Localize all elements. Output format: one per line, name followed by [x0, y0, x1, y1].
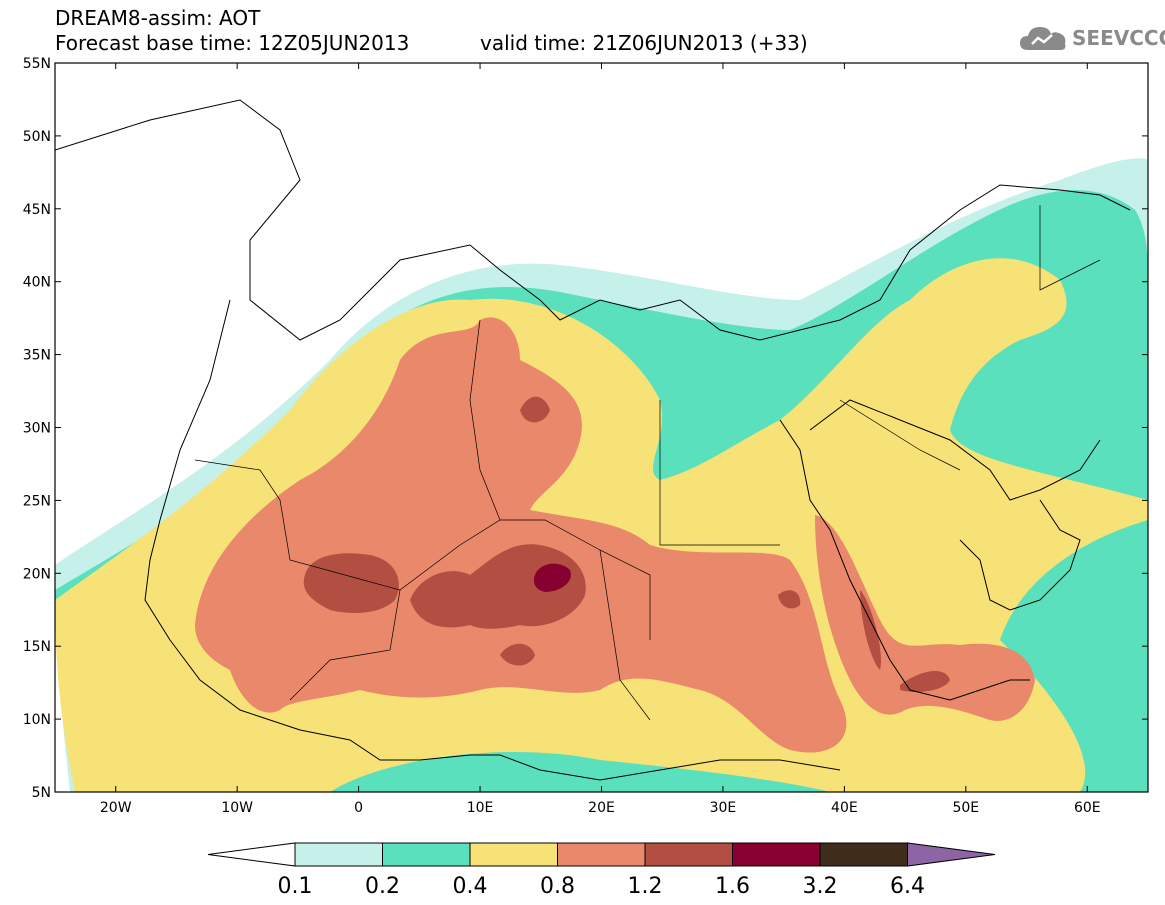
lon-label: 60E — [1074, 800, 1101, 816]
legend-swatch — [732, 842, 821, 867]
cloud-icon — [1020, 27, 1066, 50]
legend-swatch — [819, 842, 908, 867]
lon-label: 50E — [952, 800, 979, 816]
legend-level-label: 1.6 — [715, 874, 750, 899]
lat-label: 45N — [23, 202, 51, 218]
legend-level-label: 3.2 — [803, 874, 838, 899]
longitude-labels: 20W 10W 0 10E 20E 30E 40E 50E 60E — [100, 800, 1101, 816]
legend-level-label: 0.8 — [540, 874, 575, 899]
axis-ticks — [55, 62, 1148, 793]
aot-contours — [55, 158, 1148, 792]
lon-label: 10W — [221, 800, 253, 816]
legend-swatch — [644, 842, 733, 867]
coastlines — [55, 99, 1131, 781]
legend-swatch — [469, 842, 558, 867]
lat-label: 10N — [23, 712, 51, 728]
lat-label: 50N — [23, 129, 51, 145]
legend-level-label: 0.2 — [365, 874, 400, 899]
valid-time: valid time: 21Z06JUN2013 (+33) — [480, 31, 808, 55]
lat-label: 15N — [23, 639, 51, 655]
lat-label: 35N — [23, 348, 51, 364]
legend-level-label: 6.4 — [890, 874, 925, 899]
lat-label: 40N — [23, 275, 51, 291]
legend-swatch — [557, 842, 646, 867]
legend-level-label: 1.2 — [628, 874, 663, 899]
latitude-labels: 55N 50N 45N 40N 35N 30N 25N 20N 15N 10N 5N — [23, 56, 51, 801]
legend-level-label: 0.1 — [278, 874, 313, 899]
aot-band-1.6 — [533, 563, 571, 592]
lon-label: 10E — [467, 800, 494, 816]
legend-arrow-high — [907, 842, 996, 867]
lon-label: 20E — [588, 800, 615, 816]
legend-colorbar — [207, 842, 996, 867]
lon-label: 0 — [354, 800, 363, 816]
aot-band-1.2 — [303, 553, 399, 613]
lon-label: 20W — [100, 800, 132, 816]
seevccc-logo: SEEVCCC — [1018, 22, 1165, 56]
lon-label: 30E — [710, 800, 737, 816]
lat-label: 55N — [23, 56, 51, 72]
country-borders — [194, 205, 1101, 721]
lon-label: 40E — [831, 800, 858, 816]
legend-swatch — [382, 842, 471, 867]
lat-label: 20N — [23, 566, 51, 582]
lat-label: 30N — [23, 421, 51, 437]
lat-label: 5N — [32, 785, 51, 801]
legend-swatch — [294, 842, 383, 867]
legend-labels: 0.1 0.2 0.4 0.8 1.2 1.6 3.2 6.4 — [278, 874, 926, 899]
forecast-base-time: Forecast base time: 12Z05JUN2013 — [55, 31, 410, 55]
legend-level-label: 0.4 — [453, 874, 488, 899]
lat-label: 25N — [23, 493, 51, 509]
legend-arrow-low — [207, 842, 296, 867]
map-title: DREAM8-assim: AOT — [55, 6, 261, 30]
logo-text: SEEVCCC — [1072, 26, 1165, 50]
aot-band-0.8 — [195, 317, 847, 753]
